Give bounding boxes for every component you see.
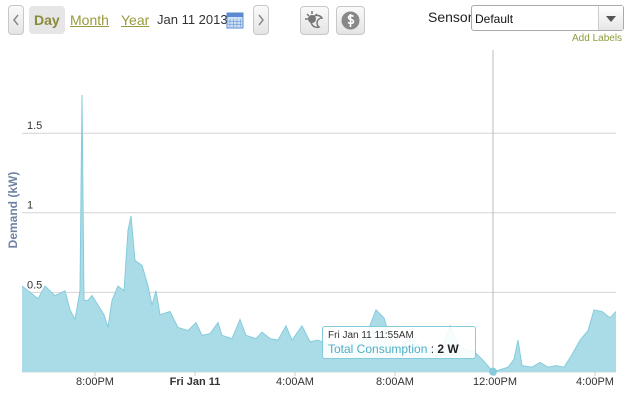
prev-button[interactable] xyxy=(8,5,24,35)
icon xyxy=(305,11,324,29)
icon xyxy=(258,14,264,26)
x-tick-label: Fri Jan 11 xyxy=(170,376,221,388)
select-arrow xyxy=(598,6,623,30)
sensor-value: Default xyxy=(475,12,514,26)
y-tick-label: 1 xyxy=(27,200,33,212)
icon xyxy=(606,16,616,22)
x-tick-label: 12:00PM xyxy=(473,376,517,388)
tooltip-value: 2 W xyxy=(437,342,459,356)
weather-button[interactable] xyxy=(300,6,329,35)
area xyxy=(22,94,616,372)
sensor-label: Sensor xyxy=(428,9,473,25)
y-axis-title: Demand (kW) xyxy=(6,172,20,249)
calendar-icon[interactable] xyxy=(226,11,244,29)
y-tick-label: 0.5 xyxy=(27,279,42,291)
hover-point xyxy=(489,367,497,376)
x-tick-label: 8:00PM xyxy=(76,376,114,388)
tooltip-separator: : xyxy=(430,342,435,356)
tooltip-title: Fri Jan 11 11:55AM xyxy=(328,330,414,341)
tooltip: Fri Jan 11 11:55AM Total Consumption : 2… xyxy=(322,326,476,359)
icon xyxy=(13,14,19,26)
x-tick-label: 4:00AM xyxy=(276,376,314,388)
area-line xyxy=(21,94,617,373)
y-tick-label: 1.5 xyxy=(27,120,42,132)
next-button[interactable] xyxy=(253,5,269,35)
x-tick-label: 8:00AM xyxy=(376,376,414,388)
x-tick-label: 4:00PM xyxy=(576,376,614,388)
add-labels-link[interactable]: Add Labels xyxy=(572,33,623,44)
view-button[interactable]: Year xyxy=(121,12,150,28)
tooltip-row: Total Consumption : 2 W xyxy=(328,342,470,356)
cost-button[interactable] xyxy=(336,6,365,35)
tooltip-series: Total Consumption xyxy=(328,342,428,356)
sensor-select[interactable]: Default xyxy=(471,5,624,31)
date-label: Jan 11 2013 xyxy=(157,12,228,27)
view-button[interactable]: Month xyxy=(70,12,109,28)
view-button[interactable]: Day xyxy=(29,6,65,34)
icon xyxy=(341,11,360,30)
